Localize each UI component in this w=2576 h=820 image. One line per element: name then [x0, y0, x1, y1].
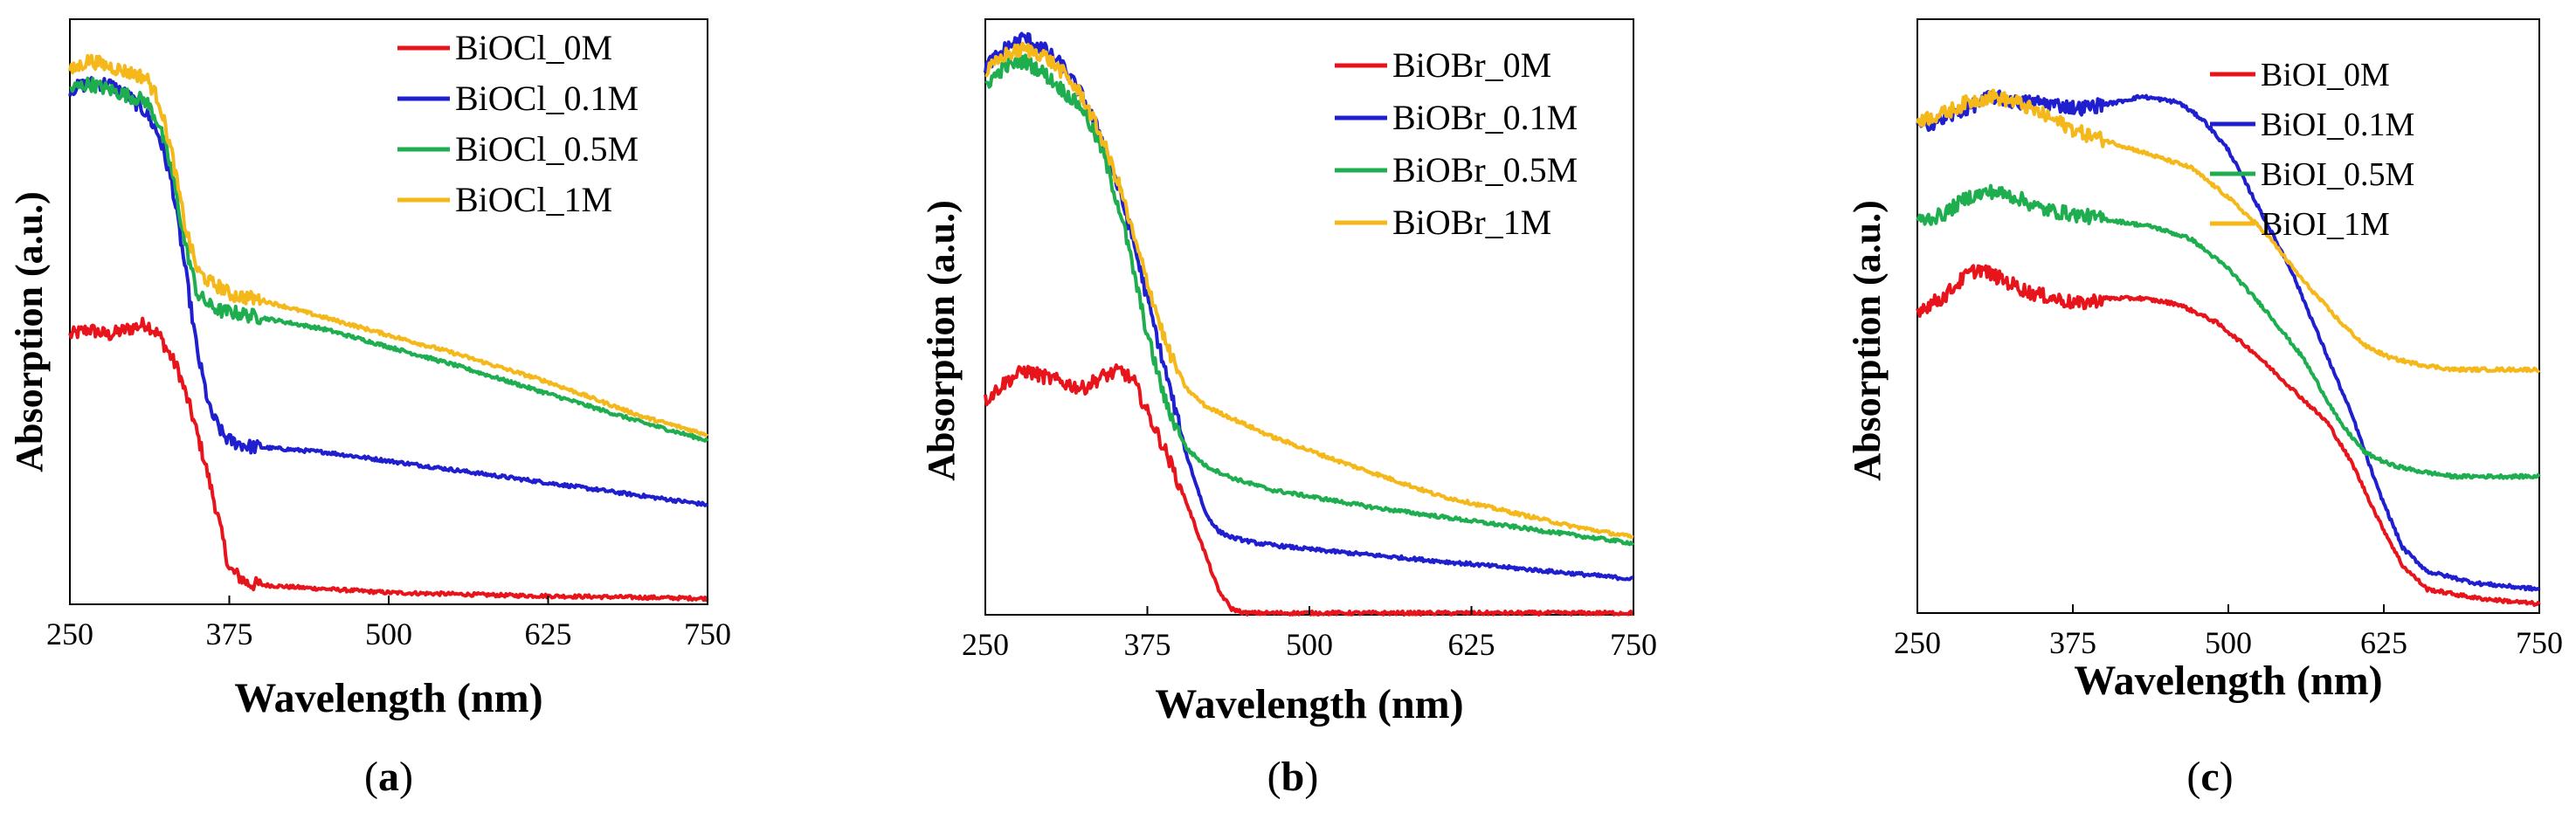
x-tick-label-375: 375	[2049, 625, 2096, 660]
series-layer	[1916, 88, 2541, 608]
panel-label: (c)	[2186, 754, 2233, 800]
series-line-BiOCl_0M	[68, 316, 709, 603]
series-line-BiOI_0.1M	[1916, 89, 2541, 592]
panel-label: (b)	[1267, 754, 1319, 800]
tick-layer: 250 375 500 625 750	[962, 606, 1657, 662]
panel-c: Absorption (a.u.) 250 375 500 625 750 BiOI_0…	[1846, 18, 2563, 800]
legend-label-BiOI_1M: BiOI_1M	[2261, 206, 2390, 243]
x-tick-label-750: 750	[2516, 625, 2563, 660]
series-line-BiOI_0M	[1916, 264, 2541, 608]
x-axis-label: Wavelength (nm)	[2074, 658, 2382, 704]
legend-label-BiOCl_0.5M: BiOCl_0.5M	[455, 129, 639, 169]
x-tick-label-625: 625	[2360, 625, 2407, 660]
legend-label-BiOI_0M: BiOI_0M	[2261, 57, 2390, 93]
x-tick-label-375: 375	[1124, 627, 1171, 662]
series-line-BiOCl_1M	[68, 53, 709, 438]
series-line-BiOBr_1M	[984, 41, 1634, 540]
x-axis-label: Wavelength (nm)	[1155, 681, 1463, 727]
legend-label-BiOBr_0M: BiOBr_0M	[1392, 45, 1551, 85]
legend-label-BiOCl_0.1M: BiOCl_0.1M	[455, 79, 639, 118]
panel-a: Absorption (a.u.) 250 375 500 625 750 BiOCl_…	[8, 18, 731, 800]
y-axis-label: Absorption (a.u.)	[1846, 200, 1889, 481]
series-line-BiOBr_0.5M	[984, 53, 1635, 547]
panel-b: Absorption (a.u.) 250 375 500 625 750 BiOBr_…	[920, 18, 1657, 800]
x-tick-label-500: 500	[1286, 627, 1333, 662]
legend-label-BiOCl_1M: BiOCl_1M	[455, 180, 612, 219]
x-tick-label-250: 250	[1894, 625, 1941, 660]
x-tick-label-250: 250	[962, 627, 1009, 662]
legend-label-BiOI_0.1M: BiOI_0.1M	[2261, 107, 2414, 143]
y-axis-label: Absorption (a.u.)	[920, 200, 963, 481]
x-tick-label-375: 375	[206, 617, 253, 651]
series-line-BiOI_1M	[1916, 88, 2541, 374]
series-line-BiOI_0.5M	[1916, 183, 2541, 480]
legend-label-BiOI_0.5M: BiOI_0.5M	[2261, 156, 2414, 193]
x-tick-label-250: 250	[46, 617, 93, 651]
x-axis-label: Wavelength (nm)	[234, 675, 542, 721]
series-line-BiOBr_0M	[984, 363, 1635, 617]
y-axis-label: Absorption (a.u.)	[8, 191, 51, 472]
series-line-BiOCl_0.5M	[69, 76, 709, 443]
legend-label-BiOCl_0M: BiOCl_0M	[455, 28, 612, 67]
tick-layer: 250 375 500 625 750	[1894, 604, 2563, 660]
x-tick-label-750: 750	[684, 617, 731, 651]
series-line-BiOBr_0.1M	[984, 31, 1634, 582]
legend: BiOI_0M BiOI_0.1M BiOI_0.5M BiOI_1M	[2210, 57, 2414, 243]
panel-letter: b	[1281, 754, 1305, 800]
panel-label: (a)	[364, 754, 413, 800]
legend: BiOBr_0M BiOBr_0.1M BiOBr_0.5M BiOBr_1M	[1335, 45, 1578, 242]
tick-layer: 250 375 500 625 750	[46, 596, 731, 651]
legend-label-BiOBr_1M: BiOBr_1M	[1392, 203, 1551, 242]
panel-letter: a	[378, 754, 399, 800]
x-tick-label-750: 750	[1610, 627, 1657, 662]
series-line-BiOCl_0.1M	[68, 76, 709, 507]
legend-label-BiOBr_0.5M: BiOBr_0.5M	[1392, 150, 1578, 189]
series-layer	[68, 53, 709, 603]
panel-letter: c	[2200, 754, 2219, 800]
x-tick-label-625: 625	[525, 617, 572, 651]
x-tick-label-625: 625	[1448, 627, 1495, 662]
x-tick-label-500: 500	[365, 617, 412, 651]
legend-label-BiOBr_0.1M: BiOBr_0.1M	[1392, 98, 1578, 137]
x-tick-label-500: 500	[2205, 625, 2252, 660]
legend: BiOCl_0M BiOCl_0.1M BiOCl_0.5M BiOCl_1M	[397, 28, 639, 219]
